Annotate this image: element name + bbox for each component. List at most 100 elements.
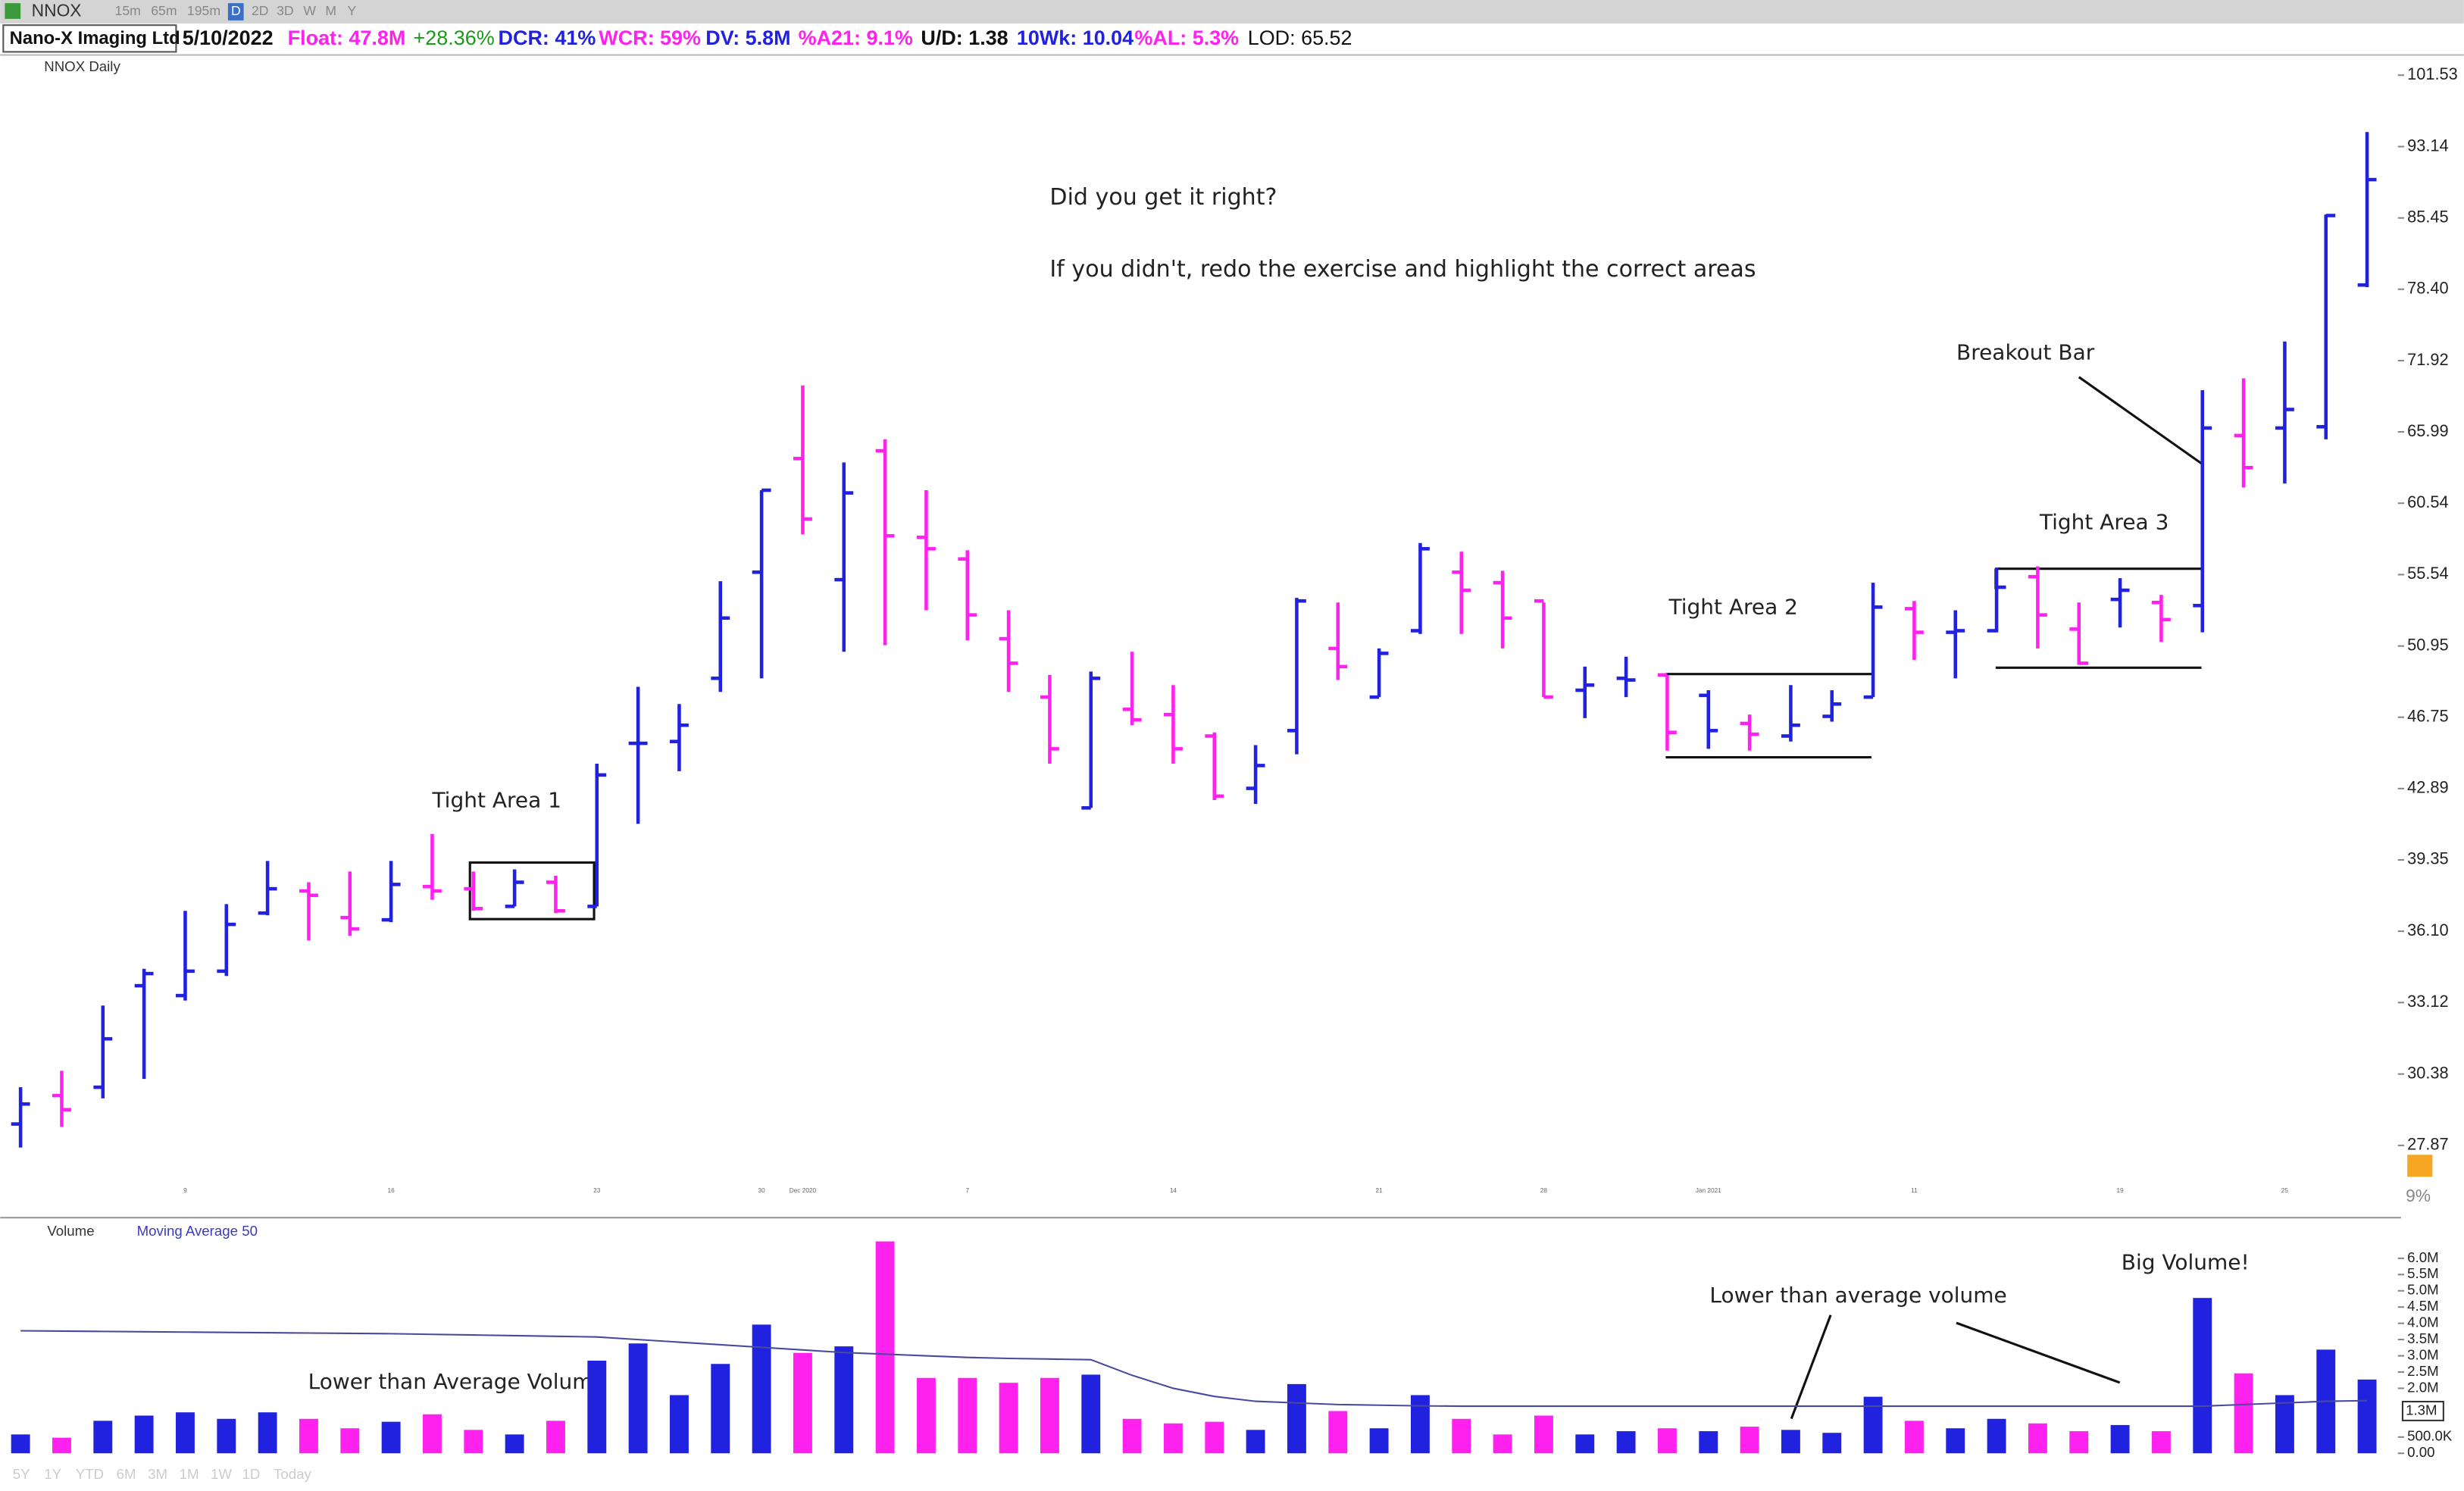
interval[interactable]: 2D [252,3,269,18]
range-button[interactable]: 6M [117,1466,136,1482]
y-tick-label: 4.5M [2407,1298,2438,1314]
volume-bar [1122,1418,1142,1454]
x-tick-label: 16 [388,1186,396,1194]
al: %AL: 5.3% [1134,27,1239,49]
current-value-box [2401,1400,2444,1421]
volume-bar [628,1343,648,1454]
volume-bar [93,1421,113,1454]
range-button[interactable]: Today [274,1466,311,1482]
range-button[interactable]: YTD [76,1466,104,1482]
x-tick-label: 9 [183,1186,187,1194]
ma-legend[interactable]: Moving Average 50 [137,1223,258,1239]
x-tick-label: 19 [2116,1186,2124,1194]
symbol[interactable]: NNOX [32,1,82,20]
volume-bar [1410,1395,1430,1454]
range-button[interactable]: 5Y [13,1466,30,1482]
x-tick-label: 23 [593,1186,601,1194]
interval[interactable]: Y [347,3,356,18]
interval-active[interactable] [227,3,244,20]
y-tick-label: 71.92 [2407,350,2448,369]
volume-bar [1740,1427,1759,1454]
play-button[interactable] [2407,1155,2433,1177]
tight-area-label: Tight Area 1 [431,788,561,813]
volume-bar [2110,1424,2130,1454]
volume-pane-title[interactable]: Volume [47,1223,94,1239]
volume-bar [1657,1428,1677,1454]
a21: %A21: 9.1% [799,27,913,49]
interval[interactable]: 15m [115,3,141,18]
y-tick-label: 46.75 [2407,706,2448,725]
volume-bar [134,1415,154,1454]
pointer [1790,1314,1832,1420]
volume-bar [546,1421,565,1454]
y-tick-label: 78.40 [2407,279,2448,298]
volume-bar [1781,1430,1800,1454]
volume-bar [464,1430,483,1454]
x-tick-label: 14 [1170,1186,1177,1194]
y-tick-label: 42.89 [2407,778,2448,797]
volume-bar [1699,1431,1718,1454]
scale-setting[interactable]: 9% [2406,1186,2431,1205]
tight-area-label: Tight Area 2 [1668,595,1798,620]
volume-bar [999,1383,1018,1454]
y-tick-label: 50.95 [2407,635,2448,654]
volume-bar [2234,1373,2253,1454]
change: +28.36% [414,27,495,49]
y-tick-label: 3.5M [2407,1330,2438,1346]
volume-bar [2275,1395,2294,1454]
volume-bar [176,1412,195,1454]
volume-bar [1534,1415,1553,1454]
x-tick-label: Dec 2020 [790,1186,817,1194]
wk10: 10Wk: 10.04 [1017,27,1134,49]
volume-bar [752,1324,771,1454]
x-tick-label: Jan 2021 [1696,1186,1721,1194]
x-tick-label: 7 [965,1186,969,1194]
volume-bar [2069,1431,2089,1454]
volume-bar [1452,1418,1471,1454]
y-tick-label: 33.12 [2407,992,2448,1011]
x-tick-label: 11 [1911,1186,1918,1194]
price-pane-title[interactable]: NNOX Daily [44,58,120,74]
float: Float: 47.8M [288,27,406,49]
volume-bar [1040,1377,1059,1454]
volume-bar [217,1418,236,1454]
y-tick-label: 85.45 [2407,207,2448,226]
y-tick-label: 3.0M [2407,1346,2438,1362]
volume-bar [2151,1431,2171,1454]
volume-bar [52,1437,71,1454]
volume-note: Lower than average volume [1709,1283,2006,1308]
volume-bar [917,1377,936,1454]
company-box [2,24,177,53]
volume-bar [340,1428,360,1454]
volume-bar [711,1364,730,1454]
lod: LOD: 65.52 [1248,27,1352,49]
y-tick-label: 27.87 [2407,1135,2448,1154]
interval[interactable]: D [231,3,241,18]
y-tick-label: 6.0M [2407,1249,2438,1265]
range-button[interactable]: 1D [242,1466,261,1482]
ud: U/D: 1.38 [921,27,1008,49]
header-bg [0,23,2464,55]
interval[interactable]: 3D [277,3,294,18]
range-button[interactable]: 1Y [44,1466,61,1482]
volume-bar [1616,1431,1636,1454]
interval[interactable]: M [325,3,336,18]
highlights [468,376,2203,1420]
range-button[interactable]: 1M [180,1466,199,1482]
volume-bar [1081,1374,1101,1454]
volume-bar [423,1414,442,1454]
add-icon[interactable] [5,3,21,19]
interval[interactable]: 195m [187,3,220,18]
y-tick-label: 4.0M [2407,1314,2438,1330]
dv: DV: 5.8M [705,27,790,49]
interval[interactable]: 65m [151,3,177,18]
volume-bar [258,1412,277,1454]
volume-bar [1904,1421,1924,1454]
range-button[interactable]: 3M [148,1466,167,1482]
interval[interactable]: W [303,3,316,18]
current-value-label: 1.3M [2406,1402,2437,1418]
volume-note: Big Volume! [2122,1249,2250,1274]
x-tick-label: 25 [2281,1186,2289,1194]
range-button[interactable]: 1W [211,1466,232,1482]
